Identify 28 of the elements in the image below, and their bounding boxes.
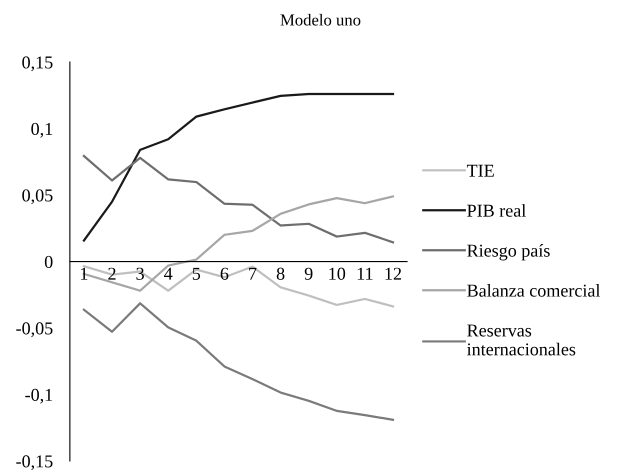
x-tick-label: 8 bbox=[276, 268, 284, 280]
legend-label: Riesgo país bbox=[467, 244, 550, 260]
legend-label: TIE bbox=[466, 164, 494, 177]
x-tick-label: 12 bbox=[386, 268, 402, 280]
line-series bbox=[82, 302, 394, 421]
line-series bbox=[82, 92, 394, 242]
x-tick-label: 7 bbox=[249, 268, 256, 280]
y-tick-label: 0,05 bbox=[22, 189, 52, 204]
x-tick-label: 6 bbox=[220, 268, 228, 280]
y-tick-label: -0,05 bbox=[16, 322, 52, 338]
legend-label: Balanza comercial bbox=[467, 284, 600, 297]
y-tick-label: 0,1 bbox=[31, 122, 52, 138]
x-tick-label: 4 bbox=[164, 268, 172, 280]
x-tick-label: 3 bbox=[136, 268, 144, 280]
x-tick-label: 5 bbox=[192, 268, 200, 280]
y-tick-label: -0,15 bbox=[16, 455, 52, 470]
chart-title: Modelo uno bbox=[280, 14, 360, 26]
x-tick-label: 2 bbox=[108, 268, 116, 280]
x-tick-label: 11 bbox=[358, 268, 372, 280]
x-tick-label: 9 bbox=[304, 268, 312, 280]
y-tick-label: 0 bbox=[44, 256, 53, 268]
y-tick-label: -0,1 bbox=[25, 388, 52, 404]
y-tick-label: 0,15 bbox=[22, 56, 52, 72]
line-series bbox=[82, 154, 394, 244]
legend-label: PIB real bbox=[467, 204, 526, 217]
legend-label: Reservas internacionales bbox=[466, 324, 576, 356]
x-tick-label: 1 bbox=[80, 268, 88, 280]
x-tick-label: 10 bbox=[329, 268, 346, 280]
